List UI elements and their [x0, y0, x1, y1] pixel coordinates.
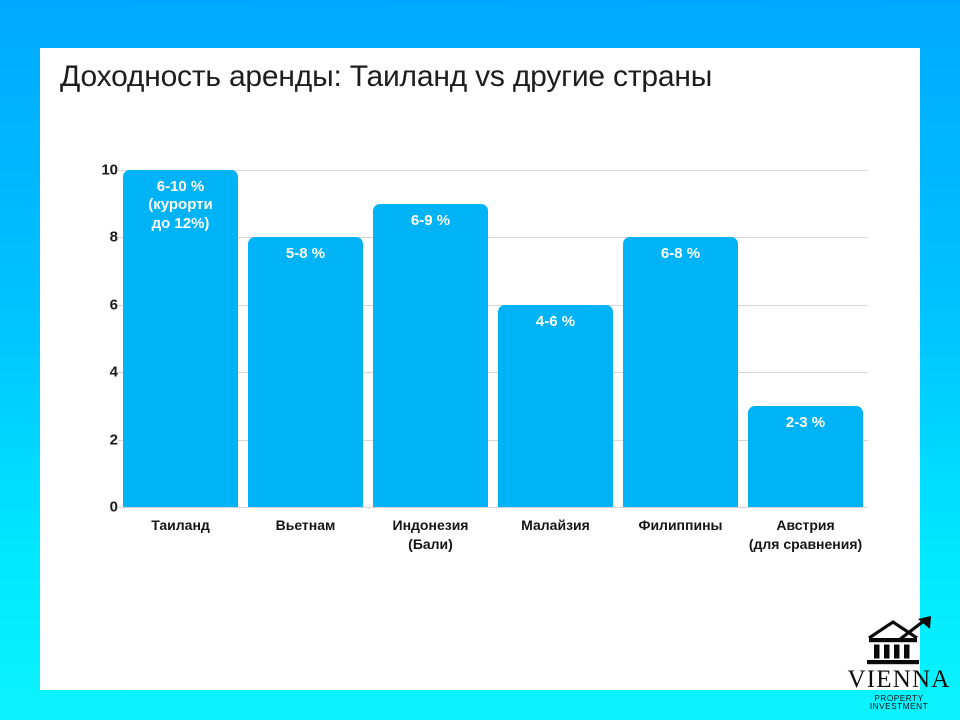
- vienna-logo: VIENNA PROPERTY INVESTMENT: [845, 616, 953, 711]
- page-title: Доходность аренды: Таиланд vs другие стр…: [60, 60, 713, 93]
- gridline: [118, 305, 868, 306]
- bar-slot: 6-9 %: [368, 170, 493, 507]
- logo-wordmark: VIENNA: [847, 666, 951, 693]
- gridlines: [118, 170, 868, 508]
- gridline: [118, 372, 868, 373]
- bar-slot: 6-10 % (курорти до 12%): [118, 170, 243, 507]
- y-axis-tick: 2: [109, 431, 118, 449]
- x-axis-category-label: Малайзия: [521, 517, 590, 533]
- y-axis-tick: 0: [109, 498, 118, 516]
- bar[interactable]: 6-10 % (курорти до 12%): [123, 170, 238, 507]
- y-axis-tick: 8: [109, 228, 118, 246]
- bar-value-label: 6-9 %: [410, 211, 451, 229]
- y-axis-tick: 4: [109, 363, 118, 381]
- y-axis-tick: 6: [109, 296, 118, 314]
- bar-series: 6-10 % (курорти до 12%) 5-8 % 6-9 % 4-6 % 6-8 …: [118, 170, 868, 507]
- gridline: [118, 440, 868, 441]
- gridline: [118, 237, 868, 238]
- bar-slot: 2-3 %: [743, 170, 868, 507]
- x-axis-category-label: Индонезия (Бали): [392, 517, 469, 553]
- x-axis-category-label: Вьетнам: [275, 517, 336, 533]
- x-axis-category-label: Австрия (для сравнения): [748, 517, 863, 553]
- bar[interactable]: 2-3 %: [748, 405, 863, 507]
- bar[interactable]: 4-6 %: [498, 304, 613, 507]
- bar-value-label: 5-8 %: [285, 245, 326, 263]
- bar-chart: 0 2 4 6 8 10 6-10 % (курорти до 12%) 5-8 % 6-9 % 4…: [78, 162, 868, 610]
- logo-tagline: PROPERTY INVESTMENT: [869, 694, 929, 712]
- bar[interactable]: 5-8 %: [248, 237, 363, 507]
- bar-value-label: 6-10 % (курорти до 12%): [148, 178, 213, 232]
- bar-slot: 5-8 %: [243, 170, 368, 507]
- bar-value-label: 6-8 %: [660, 245, 701, 263]
- gridline: [118, 507, 868, 508]
- bank-building-growth-arrow-icon: [867, 616, 931, 665]
- y-axis-tick: 10: [101, 161, 118, 179]
- bar-value-label: 4-6 %: [535, 312, 576, 330]
- y-axis: 0 2 4 6 8 10: [78, 162, 118, 516]
- x-axis-category-label: Филиппины: [638, 517, 723, 533]
- bar-slot: 4-6 %: [493, 170, 618, 507]
- bar[interactable]: 6-9 %: [373, 203, 488, 507]
- gridline: [118, 170, 868, 171]
- bar-value-label: 2-3 %: [785, 413, 826, 431]
- x-axis-category-label: Таиланд: [151, 517, 210, 533]
- x-axis: Таиланд Вьетнам Индонезия (Бали) Малайзия Фил…: [118, 510, 868, 555]
- bar[interactable]: 6-8 %: [623, 237, 738, 507]
- bar-slot: 6-8 %: [618, 170, 743, 507]
